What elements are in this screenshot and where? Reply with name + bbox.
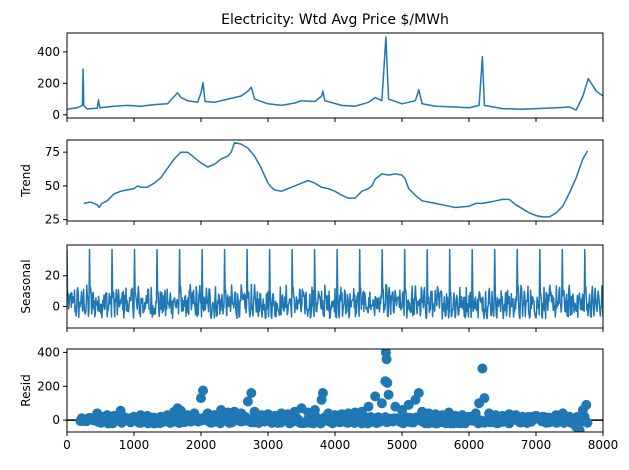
resid-point: [564, 411, 575, 422]
x-tick-label: 6000: [454, 438, 485, 452]
observed-y-tick-label: 400: [37, 45, 60, 59]
observed-series-line: [67, 36, 603, 111]
seasonal-plot-area: [67, 248, 603, 320]
resid-point: [581, 399, 592, 410]
resid-plot-area: [67, 349, 603, 432]
chart-title: Electricity: Wtd Avg Price $/MWh: [221, 12, 449, 28]
seasonal-y-tick-label: 0: [52, 299, 60, 313]
seasonal-ylabel: Seasonal: [19, 259, 33, 313]
resid-point: [309, 405, 320, 415]
resid-point: [77, 416, 88, 426]
resid-point: [196, 393, 206, 404]
panel-seasonal: 0 20 Seasonal: [19, 244, 604, 332]
x-tick-label: 5000: [387, 438, 418, 452]
trend-y-tick-label: 25: [45, 213, 60, 227]
x-tick-label: 1000: [119, 438, 150, 452]
seasonal-y-tick-label: 20: [45, 269, 60, 283]
x-tick-label: 7000: [521, 438, 552, 452]
seasonal-series-line: [67, 248, 603, 320]
resid-y-tick-label: 200: [37, 379, 60, 393]
resid-point: [236, 408, 247, 419]
resid-point: [383, 389, 394, 400]
resid-point: [381, 354, 392, 365]
observed-y-tick-label: 0: [52, 108, 60, 122]
x-tick-label: 8000: [588, 438, 619, 452]
x-tick-label: 3000: [253, 438, 284, 452]
resid-point: [376, 398, 387, 409]
resid-y-tick-label: 400: [37, 345, 60, 359]
resid-point: [317, 388, 328, 398]
observed-plot-area: [67, 36, 603, 111]
resid-point: [479, 393, 490, 404]
trend-y-tick-label: 50: [45, 179, 60, 193]
trend-series-line: [83, 141, 589, 218]
resid-point: [246, 388, 257, 398]
resid-point: [574, 425, 585, 432]
resid-point: [477, 363, 488, 374]
resid-point: [115, 405, 126, 416]
panel-observed: 0 200 400: [37, 32, 604, 122]
resid-point: [242, 396, 253, 407]
resid-point: [382, 377, 393, 388]
x-tick-label: 4000: [320, 438, 351, 452]
resid-point: [413, 388, 424, 398]
resid-point: [370, 391, 381, 402]
trend-y-tick-label: 75: [45, 145, 60, 159]
resid-point: [363, 401, 374, 412]
panel-trend: 25 50 75 Trend: [19, 139, 604, 227]
x-tick-label: 0: [63, 438, 71, 452]
resid-y-tick-label: 0: [52, 413, 60, 427]
trend-ylabel: Trend: [19, 164, 33, 198]
resid-point: [189, 408, 200, 419]
resid-point: [198, 385, 208, 396]
trend-plot-area: [83, 141, 589, 218]
observed-y-tick-label: 200: [37, 76, 60, 90]
x-tick-label: 2000: [186, 438, 217, 452]
resid-point: [470, 408, 481, 419]
resid-point: [582, 417, 593, 428]
resid-ylabel: Resid: [19, 374, 33, 406]
